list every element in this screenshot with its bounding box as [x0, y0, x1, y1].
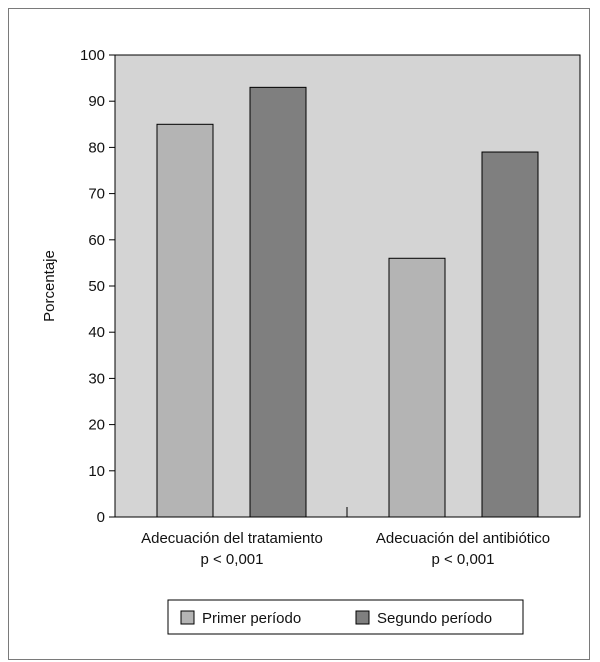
- y-tick-label: 30: [88, 370, 105, 387]
- y-axis: 0 10 20 30 40 50 60 70 80 90 100: [80, 47, 116, 526]
- y-tick-label: 20: [88, 417, 105, 434]
- legend-swatch: [180, 610, 195, 625]
- bar-primer-2: [388, 257, 446, 518]
- y-tick-label: 40: [88, 324, 105, 341]
- y-tick-label: 0: [97, 509, 105, 526]
- x-category-label: Adecuación del tratamiento: [141, 530, 323, 547]
- legend-box: [167, 599, 524, 635]
- x-category-pvalue: p < 0,001: [201, 551, 264, 568]
- bar-segundo-2: [481, 151, 539, 518]
- x-axis: Adecuación del tratamiento p < 0,001 Adecu…: [141, 507, 550, 568]
- y-tick-label: 90: [88, 93, 105, 110]
- legend-swatch: [355, 610, 370, 625]
- y-axis-title: Porcentaje: [41, 250, 58, 322]
- legend-label: Segundo período: [377, 610, 492, 627]
- x-category-pvalue: p < 0,001: [432, 551, 495, 568]
- y-tick-label: 50: [88, 278, 105, 295]
- bar-segundo-1: [249, 86, 307, 518]
- legend-label: Primer período: [202, 610, 301, 627]
- y-tick-label: 100: [80, 47, 105, 64]
- x-category-label: Adecuación del antibiótico: [376, 530, 550, 547]
- bar-primer-1: [156, 123, 214, 518]
- bars: [156, 86, 539, 518]
- y-tick-label: 80: [88, 139, 105, 156]
- legend: Primer período Segundo período: [167, 599, 524, 635]
- y-tick-label: 70: [88, 186, 105, 203]
- y-tick-label: 60: [88, 232, 105, 249]
- y-tick-label: 10: [88, 463, 105, 480]
